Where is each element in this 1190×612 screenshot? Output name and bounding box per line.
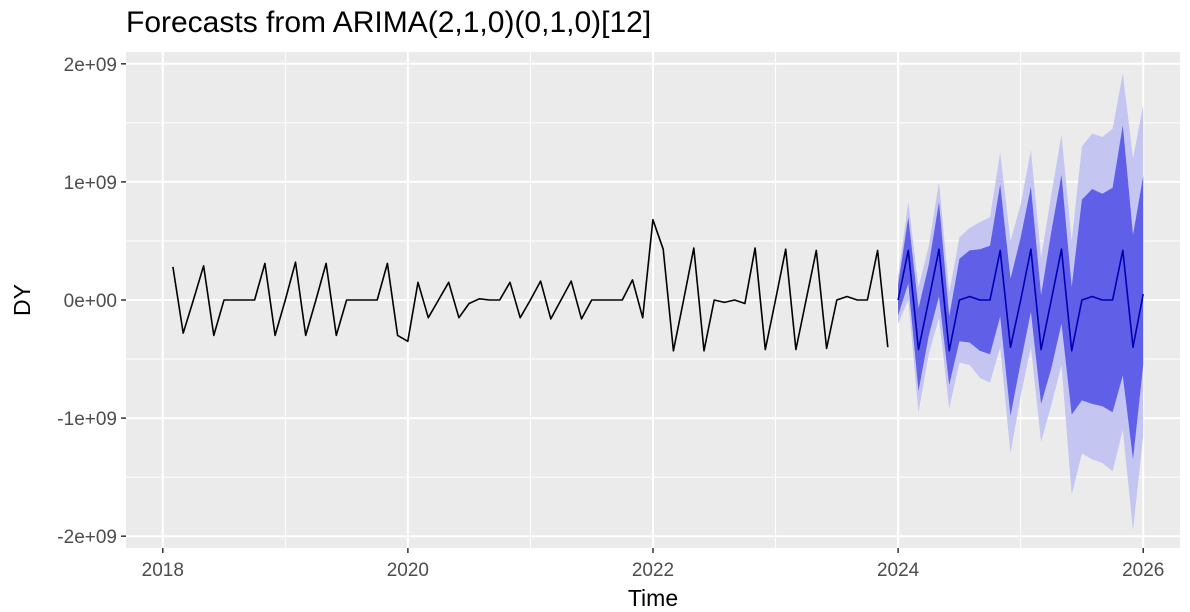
interval-80-band [898, 125, 1144, 460]
x-tick-label: 2020 [387, 560, 429, 581]
y-tick-label: 0e+00 [64, 291, 117, 312]
observed-series-line [172, 218, 889, 352]
y-axis-title: DY [9, 284, 35, 316]
x-axis-title: Time [628, 585, 678, 611]
y-tick-label: 1e+09 [64, 173, 117, 194]
x-tick-label: 2022 [632, 560, 674, 581]
axis-tick-labels: 2018 2020 2022 2024 2026 -2e+09 -1e+09 0e+00 1e+… [57, 55, 1164, 581]
forecast-series-line [897, 248, 1144, 352]
x-tick-label: 2018 [142, 560, 184, 581]
x-tick-label: 2026 [1122, 560, 1164, 581]
y-tick-label: -2e+09 [57, 527, 117, 548]
y-tick-label: -1e+09 [57, 409, 117, 430]
series-lines [172, 218, 1144, 352]
chart-title: Forecasts from ARIMA(2,1,0)(0,1,0)[12] [126, 6, 652, 39]
x-tick-label: 2024 [877, 560, 920, 581]
y-tick-label: 2e+09 [64, 55, 117, 76]
axis-ticks [121, 63, 1144, 553]
